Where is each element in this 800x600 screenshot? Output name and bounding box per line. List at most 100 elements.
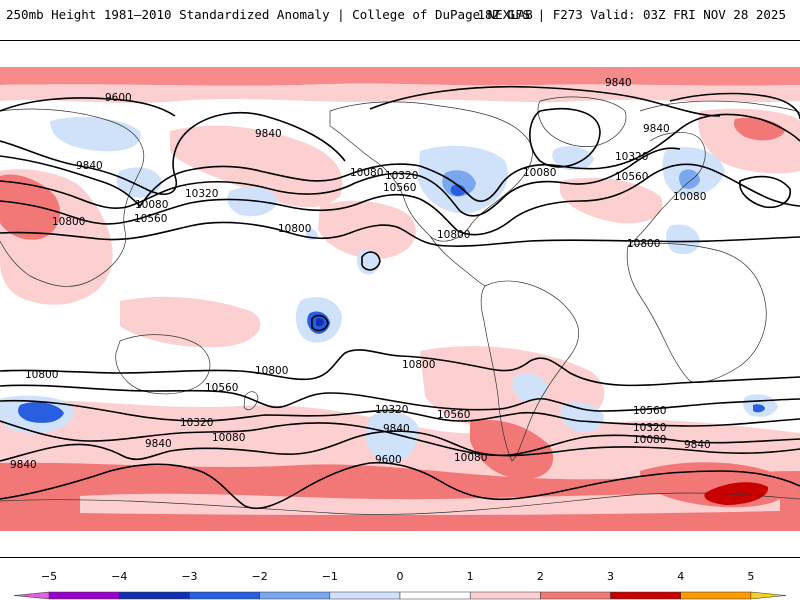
colorbar-tick-label: −5 xyxy=(40,570,58,583)
colorbar-bin xyxy=(13,591,50,600)
contour-label: 10560 xyxy=(383,182,416,194)
contour-9600-south xyxy=(0,461,800,510)
contour-label: 10080 xyxy=(350,167,383,179)
contour-10320-south xyxy=(0,399,800,427)
anomaly-negative-swpac-mid xyxy=(18,402,64,423)
contour-label: 10080 xyxy=(135,199,168,211)
coastline-africa xyxy=(626,242,767,383)
anomaly-strong-sam xyxy=(470,419,554,480)
anomaly-negative-nwpac xyxy=(50,116,141,152)
contour-label: 10800 xyxy=(52,216,85,228)
anomaly-negative-sind-core xyxy=(753,404,765,413)
map-panel[interactable]: 9600 9840 9840 9840 9840 10320 10080 103… xyxy=(0,40,800,558)
contour-10320-north xyxy=(0,180,356,209)
contour-9840-south xyxy=(0,430,800,462)
contour-label: 10320 xyxy=(375,404,408,416)
contour-label: 9840 xyxy=(643,123,670,135)
contour-label: 10800 xyxy=(278,223,311,235)
anomaly-negative-pac-cutoff-core xyxy=(316,318,324,327)
contour-9840-nw xyxy=(0,111,346,195)
contour-label: 10800 xyxy=(255,365,288,377)
coastline-new-zealand xyxy=(243,391,259,411)
map-canvas: 9600 9840 9840 9840 9840 10320 10080 103… xyxy=(0,67,800,531)
contour-9840-europe xyxy=(669,92,800,120)
colorbar-tick-label: 5 xyxy=(747,570,755,583)
coastline-greenland xyxy=(537,96,627,147)
anomaly-light-antarctic xyxy=(80,493,780,515)
colorbar-bin xyxy=(189,591,260,600)
colorbar-tick-label: 1 xyxy=(466,570,474,583)
contour-10800-pac-cutoff-b xyxy=(311,314,329,332)
coastline-australia xyxy=(115,334,211,395)
contour-label: 9840 xyxy=(383,423,410,435)
colorbar-bin xyxy=(119,591,190,600)
anomaly-strong-asia xyxy=(0,174,60,240)
contour-label: 10560 xyxy=(134,213,167,225)
anomaly-negative-sopac xyxy=(365,411,419,463)
contour-label: 10800 xyxy=(402,359,435,371)
anomaly-positive-centralpac xyxy=(318,200,416,259)
header: 250mb Height 1981–2010 Standardized Anom… xyxy=(0,0,800,30)
contour-9840-north xyxy=(369,85,721,117)
anomaly-negative-nepac xyxy=(227,186,278,217)
colorbar-bin xyxy=(469,591,541,600)
anomaly-negative-scand-core xyxy=(679,169,700,189)
contour-label: 10560 xyxy=(437,409,470,421)
anomaly-max-southpac xyxy=(704,482,769,505)
contour-label: 9840 xyxy=(605,77,632,89)
contour-label: 10320 xyxy=(615,151,648,163)
contour-label: 9840 xyxy=(684,439,711,451)
anomaly-negative-sa xyxy=(512,373,548,402)
contour-label: 9840 xyxy=(76,160,103,172)
contour-label: 10080 xyxy=(523,167,556,179)
colorbar-tick-label: 2 xyxy=(536,570,544,583)
colorbar-tick-label: −1 xyxy=(321,570,338,583)
contour-10560-south xyxy=(0,384,800,412)
contour-10080-na xyxy=(419,113,800,202)
contour-10080-south xyxy=(0,420,800,457)
anomaly-negative-satl xyxy=(560,402,604,433)
contour-label: 9600 xyxy=(105,92,132,104)
contour-label: 10320 xyxy=(633,422,666,434)
height-contours xyxy=(0,85,800,510)
contour-labels: 9600 9840 9840 9840 9840 10320 10080 103… xyxy=(10,77,711,471)
colorbar-tick-label: 3 xyxy=(607,570,615,583)
anomaly-negative-na-core xyxy=(450,184,466,196)
contour-10800-south xyxy=(0,349,800,387)
contour-9840-arctic-loop xyxy=(529,108,601,168)
anomaly-positive-arctic xyxy=(0,67,800,86)
contour-label: 10800 xyxy=(437,229,470,241)
contour-label: 10080 xyxy=(633,434,666,446)
coastline-eurasia xyxy=(0,108,145,287)
contour-10560-north xyxy=(0,193,459,232)
colorbar: −5 −4 −3 −2 −1 0 1 2 3 4 5 xyxy=(0,570,800,600)
anomaly-positive-nepac xyxy=(170,125,343,208)
colorbar-tick-label: −3 xyxy=(181,570,198,583)
contour-10080-north xyxy=(0,155,421,208)
coastline-antarctica xyxy=(0,492,800,515)
contour-label: 10080 xyxy=(673,191,706,203)
colorbar-bin xyxy=(540,591,611,600)
contour-label: 9600 xyxy=(375,454,402,466)
map-title: 250mb Height 1981–2010 Standardized Anom… xyxy=(6,7,533,22)
coastline-north-america xyxy=(329,101,533,242)
colorbar-bin xyxy=(399,591,471,600)
contour-label: 10320 xyxy=(180,417,213,429)
contour-10320-na xyxy=(354,147,681,217)
anomaly-negative-greenland xyxy=(552,146,594,171)
colorbar-bin xyxy=(329,591,401,600)
contour-10800-north xyxy=(0,221,800,247)
contour-label: 10320 xyxy=(385,170,418,182)
contour-label: 10080 xyxy=(454,452,487,464)
colorbar-bin xyxy=(610,591,681,600)
contour-label: 10800 xyxy=(25,369,58,381)
contour-label: 10800 xyxy=(627,238,660,250)
contour-label: 9840 xyxy=(255,128,282,140)
colorbar-tick-label: 4 xyxy=(677,570,685,583)
contour-label: 10320 xyxy=(185,188,218,200)
contour-label: 9840 xyxy=(10,459,37,471)
coastline-south-america xyxy=(480,280,579,462)
colorbar-bin xyxy=(680,591,752,600)
colorbar-bin xyxy=(48,591,120,600)
colorbar-svg xyxy=(13,591,787,600)
